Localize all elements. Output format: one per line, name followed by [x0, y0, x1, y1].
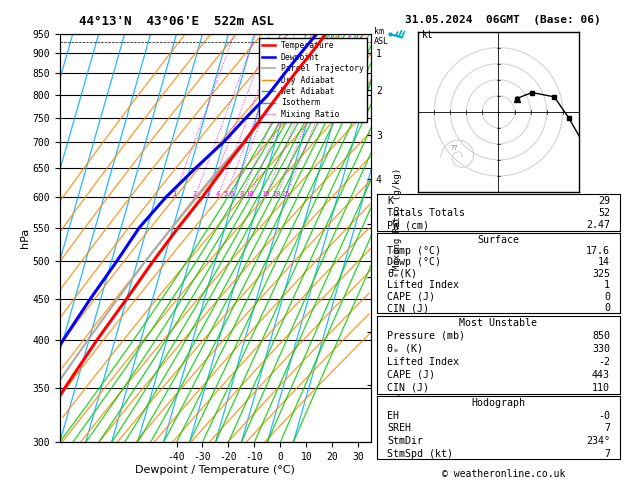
Text: 31.05.2024  06GMT  (Base: 06): 31.05.2024 06GMT (Base: 06) [405, 15, 601, 25]
Text: -0: -0 [598, 411, 610, 421]
Text: 10: 10 [246, 191, 254, 197]
Text: 330: 330 [592, 344, 610, 354]
Text: PW (cm): PW (cm) [387, 220, 429, 230]
Text: 850: 850 [592, 331, 610, 341]
Text: 29: 29 [598, 196, 610, 206]
Text: CAPE (J): CAPE (J) [387, 292, 435, 302]
Text: Temp (°C): Temp (°C) [387, 246, 441, 256]
Text: 3: 3 [206, 191, 210, 197]
Text: 6: 6 [230, 191, 233, 197]
Text: CIN (J): CIN (J) [387, 383, 429, 393]
Text: Most Unstable: Most Unstable [459, 318, 538, 328]
Text: 5: 5 [223, 191, 227, 197]
Text: 110: 110 [592, 383, 610, 393]
Text: 8: 8 [240, 191, 244, 197]
Text: K: K [387, 196, 393, 206]
Text: 0: 0 [604, 292, 610, 302]
X-axis label: Dewpoint / Temperature (°C): Dewpoint / Temperature (°C) [135, 465, 296, 475]
Text: 25: 25 [281, 191, 289, 197]
Text: θₑ (K): θₑ (K) [387, 344, 423, 354]
Text: km
ASL: km ASL [374, 27, 389, 46]
Text: Pressure (mb): Pressure (mb) [387, 331, 465, 341]
Text: SREH: SREH [387, 423, 411, 434]
Text: 1: 1 [604, 280, 610, 291]
Text: CIN (J): CIN (J) [387, 303, 429, 313]
Text: 0: 0 [604, 303, 610, 313]
Text: © weatheronline.co.uk: © weatheronline.co.uk [442, 469, 565, 479]
Text: Mixing Ratio (g/kg): Mixing Ratio (g/kg) [393, 168, 402, 270]
Text: kt: kt [421, 30, 433, 40]
Text: 17.6: 17.6 [586, 246, 610, 256]
Text: Hodograph: Hodograph [472, 398, 525, 408]
Text: -2: -2 [598, 357, 610, 367]
Text: 7: 7 [604, 449, 610, 459]
Y-axis label: hPa: hPa [19, 228, 30, 248]
Text: 1: 1 [172, 191, 176, 197]
Text: Lifted Index: Lifted Index [387, 280, 459, 291]
Text: CAPE (J): CAPE (J) [387, 370, 435, 380]
Legend: Temperature, Dewpoint, Parcel Trajectory, Dry Adiabat, Wet Adiabat, Isotherm, Mi: Temperature, Dewpoint, Parcel Trajectory… [259, 38, 367, 122]
Text: 15: 15 [261, 191, 269, 197]
Text: Lifted Index: Lifted Index [387, 357, 459, 367]
Text: 20: 20 [272, 191, 281, 197]
Text: Surface: Surface [477, 235, 520, 244]
Text: Totals Totals: Totals Totals [387, 208, 465, 218]
Text: 2: 2 [193, 191, 197, 197]
Text: 325: 325 [592, 269, 610, 279]
Text: 2.47: 2.47 [586, 220, 610, 230]
Text: 4: 4 [215, 191, 220, 197]
Text: 443: 443 [592, 370, 610, 380]
Text: θₑ(K): θₑ(K) [387, 269, 417, 279]
Text: 7: 7 [604, 423, 610, 434]
Text: 14: 14 [598, 258, 610, 267]
Text: 44°13'N  43°06'E  522m ASL: 44°13'N 43°06'E 522m ASL [79, 15, 274, 28]
Text: Dewp (°C): Dewp (°C) [387, 258, 441, 267]
Text: ??: ?? [450, 145, 458, 151]
Text: 234°: 234° [586, 436, 610, 446]
Text: EH: EH [387, 411, 399, 421]
Text: 52: 52 [598, 208, 610, 218]
Text: StmSpd (kt): StmSpd (kt) [387, 449, 453, 459]
Text: StmDir: StmDir [387, 436, 423, 446]
